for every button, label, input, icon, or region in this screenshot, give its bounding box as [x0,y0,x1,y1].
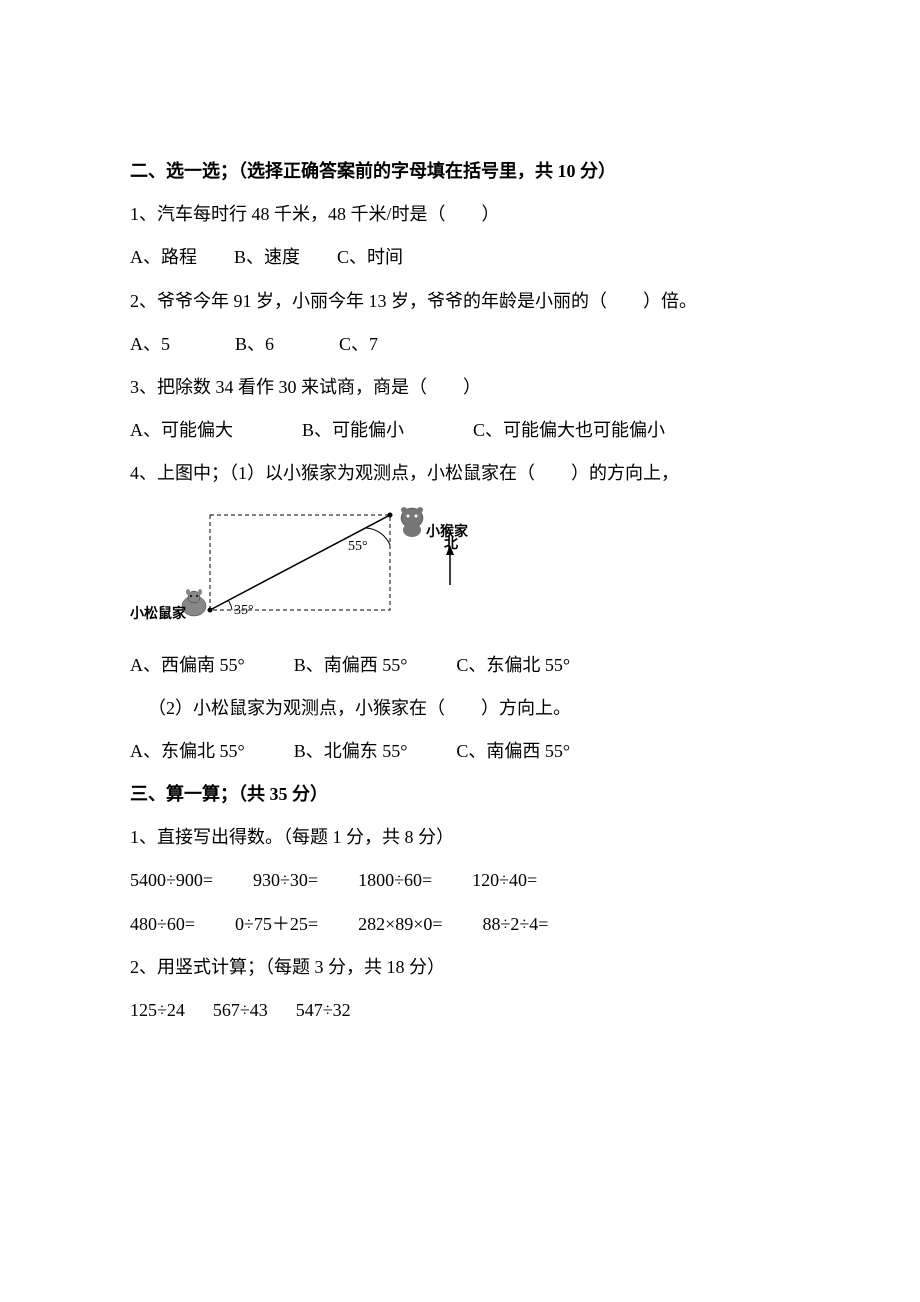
q2-stem: 2、爷爷今年 91 岁，小丽今年 13 岁，爷爷的年龄是小丽的（ ）倍。 [130,280,790,323]
s3-q2-stem: 2、用竖式计算；（每题 3 分，共 18 分） [130,946,790,989]
calc-1-3: 1800÷60= [358,859,432,902]
q4-2-opt-a: A、东偏北 55° [130,741,245,761]
q4-1-opt-b: B、南偏西 55° [294,655,408,675]
calc-v-2: 567÷43 [213,989,268,1032]
q4-options1: A、西偏南 55° B、南偏西 55° C、东偏北 55° [130,644,790,687]
q4-1-opt-a: A、西偏南 55° [130,655,245,675]
q4-1-opt-c: C、东偏北 55° [456,655,570,675]
q2-options: A、5 B、6 C、7 [130,323,790,366]
s3-q1-row2: 480÷60= 0÷75＋25= 282×89×0= 88÷2÷4= [130,903,790,946]
calc-v-1: 125÷24 [130,989,185,1032]
q4-2-opt-c: C、南偏西 55° [456,741,570,761]
section2-heading: 二、选一选；（选择正确答案前的字母填在括号里，共 10 分） [130,150,790,193]
q2-opt-c: C、7 [339,334,378,354]
q1-stem: 1、汽车每时行 48 千米，48 千米/时是（ ） [130,193,790,236]
calc-1-2: 930÷30= [253,859,318,902]
calc-1-4: 120÷40= [472,859,537,902]
q3-stem: 3、把除数 34 看作 30 来试商，商是（ ） [130,366,790,409]
squirrel-home-label: 小松鼠家 [130,598,186,632]
q4-stem2: （2）小松鼠家为观测点，小猴家在（ ）方向上。 [130,687,790,730]
calc-2-1: 480÷60= [130,903,195,946]
q4-stem1: 4、上图中；（1）以小猴家为观测点，小松鼠家在（ ）的方向上， [130,452,790,495]
q4-options2: A、东偏北 55° B、北偏东 55° C、南偏西 55° [130,730,790,773]
calc-1-1: 5400÷900= [130,859,213,902]
q4-2-opt-b: B、北偏东 55° [294,741,408,761]
q3-opt-a: A、可能偏大 [130,420,233,440]
q1-options: A、路程 B、速度 C、时间 [130,236,790,279]
s3-q2-row1: 125÷24 567÷43 547÷32 [130,989,790,1032]
direction-diagram: 55° 35° 小猴家 小松鼠家 北 [130,500,490,640]
north-label: 北 [444,528,458,562]
q2-opt-b: B、6 [235,334,274,354]
angle-top-label: 55° [348,530,368,564]
q3-opt-c: C、可能偏大也可能偏小 [473,420,665,440]
angle-bottom-label: 35° [234,594,254,628]
calc-v-3: 547÷32 [296,989,351,1032]
q3-opt-b: B、可能偏小 [302,420,404,440]
calc-2-4: 88÷2÷4= [483,903,549,946]
calc-2-2: 0÷75＋25= [235,903,318,946]
q2-opt-a: A、5 [130,334,170,354]
q3-options: A、可能偏大 B、可能偏小 C、可能偏大也可能偏小 [130,409,790,452]
calc-2-3: 282×89×0= [358,903,442,946]
s3-q1-stem: 1、直接写出得数。（每题 1 分，共 8 分） [130,816,790,859]
section3-heading: 三、算一算；（共 35 分） [130,773,790,816]
s3-q1-row1: 5400÷900= 930÷30= 1800÷60= 120÷40= [130,859,790,902]
q1-opt-c: C、时间 [337,247,403,267]
q1-opt-b: B、速度 [234,247,300,267]
q1-opt-a: A、路程 [130,247,197,267]
